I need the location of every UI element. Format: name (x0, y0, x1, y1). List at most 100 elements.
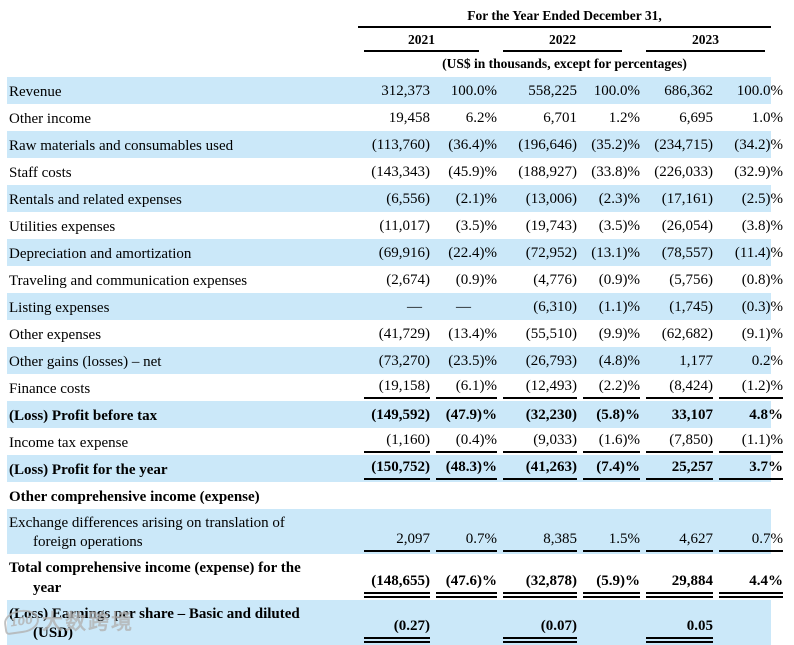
cell-value: 29,884 (646, 571, 713, 598)
table-row: Utilities expenses (11,017) (3.5)% (19,743)… (7, 212, 783, 239)
cell-value (719, 642, 783, 643)
cell-2023-amount: (8,424) (640, 374, 713, 401)
cell-2022-percent: (2.3)% (577, 185, 640, 212)
table-row: Exchange differences arising on translat… (7, 509, 784, 555)
cell-2021-amount: 19,458 (358, 104, 430, 131)
table-row: Other comprehensive income (expense) (7, 482, 783, 509)
cell-value: (26,793) (525, 353, 577, 369)
cell-2022-amount: (41,263) (497, 455, 577, 482)
cell-value: 312,373 (381, 83, 430, 99)
cell-2023-amount: (234,715) (640, 131, 713, 158)
cell-value: (32.9)% (734, 164, 784, 180)
cell-2023-amount: 33,107 (640, 401, 713, 428)
cell-value: 0.7% (719, 529, 784, 553)
cell-2022-percent: 1.2% (577, 104, 640, 131)
row-label: Other expenses (7, 320, 358, 347)
row-label: Traveling and communication expenses (7, 266, 358, 293)
cell-2023-amount: (62,682) (640, 320, 713, 347)
cell-value: (41,263) (503, 457, 577, 480)
row-label-line: Traveling and communication expenses (9, 272, 248, 289)
cell-value: (2,674) (386, 272, 430, 288)
cell-value: (5.8)% (596, 407, 640, 423)
table-row: Other gains (losses) – net (73,270) (23.5)… (7, 347, 784, 374)
cell-value: (143,343) (371, 164, 430, 180)
cell-value: (55,510) (525, 326, 577, 342)
cell-2021-amount: (6,556) (358, 185, 430, 212)
cell-2021-percent: 6.2% (430, 104, 497, 131)
cell-value: 1.2% (608, 110, 640, 126)
cell-2023-amount: (78,557) (640, 239, 713, 266)
row-label: Exchange differences arising on translat… (7, 509, 358, 555)
cell-2023-amount: (1,745) (640, 293, 713, 320)
cell-2021-amount: (41,729) (358, 320, 430, 347)
row-label: Raw materials and consumables used (7, 131, 358, 158)
cell-value: 4,627 (646, 529, 713, 553)
row-label-line: Utilities expenses (9, 218, 116, 235)
cell-2021-amount: (113,760) (358, 131, 430, 158)
cell-value: (2.1)% (455, 191, 497, 207)
cell-2023-amount: 686,362 (640, 77, 713, 104)
cell-value: (113,760) (371, 137, 430, 153)
cell-value: 100.0% (450, 83, 497, 99)
cell-value: (0.07) (503, 616, 577, 644)
cell-value: (47.9)% (445, 407, 497, 423)
row-label: Finance costs (7, 374, 358, 401)
table-row: Rentals and related expenses (6,556) (2.1)… (7, 185, 784, 212)
table-row: Revenue 312,373 100.0% 558,225 100.0% 686,362… (7, 77, 784, 104)
cell-2022-amount: (6,310) (497, 293, 577, 320)
cell-2021-percent: (45.9)% (430, 158, 497, 185)
cell-value: (32,230) (525, 407, 577, 423)
cell-value: (13.1)% (591, 245, 640, 261)
row-label: Depreciation and amortization (7, 239, 358, 266)
table-row: (Loss) Profit before tax (149,592) (47.9)%… (7, 401, 784, 428)
cell-value: (7.4)% (583, 457, 640, 480)
cell-value: (45.9)% (448, 164, 497, 180)
cell-value: (47.6)% (436, 571, 497, 598)
cell-value: (148,655) (364, 571, 430, 598)
cell-value (719, 506, 783, 507)
cell-2022-percent: (13.1)% (577, 239, 640, 266)
cell-value (436, 642, 497, 643)
cell-value: (73,270) (378, 353, 430, 369)
header-spacer (7, 28, 358, 52)
cell-value: (234,715) (654, 137, 713, 153)
row-label-line: Other gains (losses) – net (9, 353, 162, 370)
table-row: Traveling and communication expenses (2,6… (7, 266, 783, 293)
cell-value: (5,756) (669, 272, 713, 288)
cell-2021-percent: (47.6)% (430, 554, 497, 599)
cell-2022-amount: (32,230) (497, 401, 577, 428)
cell-2021-percent (430, 482, 497, 509)
cell-value: (1,745) (669, 299, 713, 315)
cell-value: 1,177 (679, 353, 713, 369)
cell-value: (22.4)% (448, 245, 497, 261)
cell-2021-amount: — (358, 293, 430, 320)
cell-2023-percent (713, 482, 783, 509)
cell-2023-percent (713, 599, 784, 645)
cell-2021-percent: (23.5)% (430, 347, 497, 374)
cell-2021-percent (430, 599, 497, 645)
table-row: Depreciation and amortization (69,916) (22… (7, 239, 784, 266)
year-column-2022: 2022 (497, 28, 640, 52)
cell-2022-amount: 8,385 (497, 509, 577, 555)
row-label-line: Other expenses (9, 326, 102, 343)
cell-2021-amount: 312,373 (358, 77, 430, 104)
cell-2022-percent: (5.8)% (577, 401, 640, 428)
cell-value (436, 506, 497, 507)
cell-2022-amount: (4,776) (497, 266, 577, 293)
row-label: Other comprehensive income (expense) (7, 482, 358, 509)
cell-2023-percent: (0.8)% (713, 266, 783, 293)
cell-2022-amount: (13,006) (497, 185, 577, 212)
cell-value: (36.4)% (448, 137, 497, 153)
cell-2023-percent: (1.1)% (713, 428, 784, 455)
cell-value: (48.3)% (436, 457, 497, 480)
cell-value: 686,362 (664, 83, 713, 99)
cell-2023-percent: (9.1)% (713, 320, 783, 347)
year-label-2022: 2022 (503, 28, 622, 52)
cell-value: (32,878) (503, 571, 577, 598)
row-label-line: Rentals and related expenses (9, 191, 182, 208)
table-row: Total comprehensive income (expense) for… (7, 554, 784, 599)
cell-2021-percent: (13.4)% (430, 320, 497, 347)
year-label-2023: 2023 (646, 28, 766, 52)
cell-2022-percent (577, 482, 640, 509)
cell-2022-amount: (12,493) (497, 374, 577, 401)
